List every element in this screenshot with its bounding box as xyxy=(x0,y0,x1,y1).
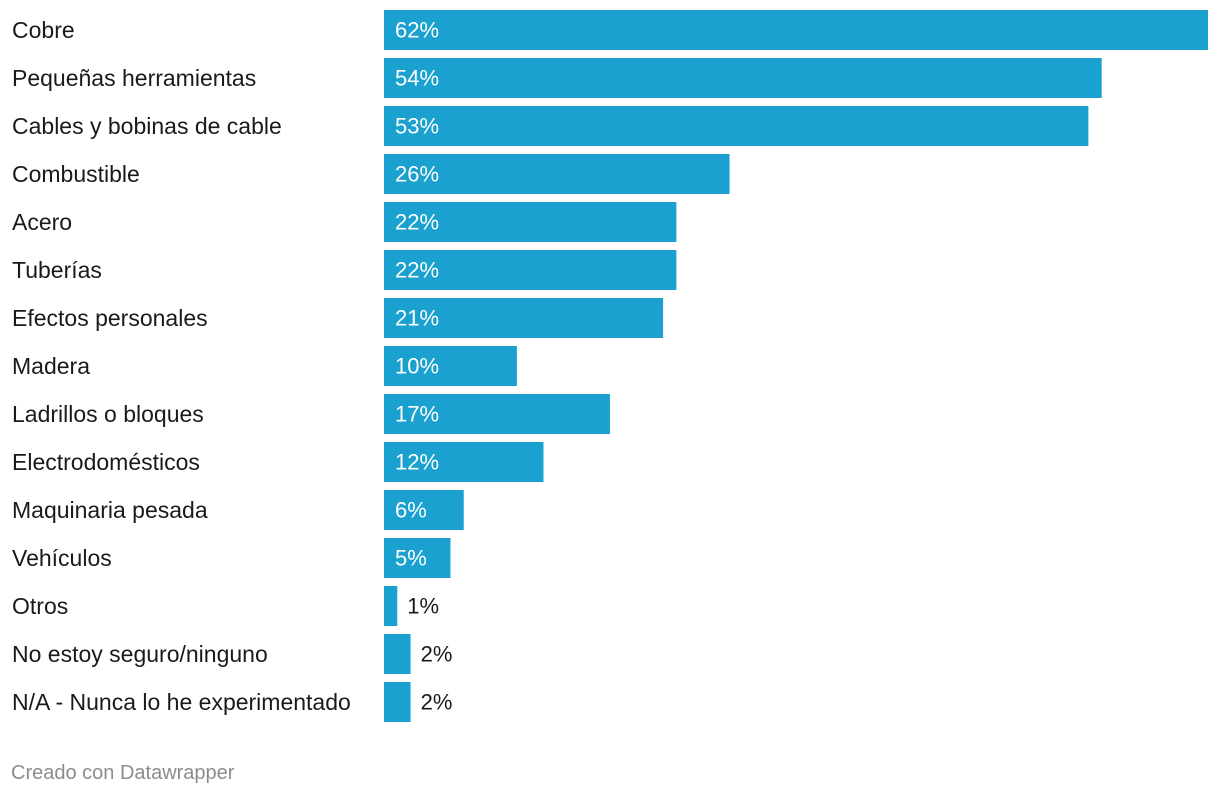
bar xyxy=(384,202,677,242)
bar xyxy=(384,394,610,434)
value-label: 6% xyxy=(395,498,427,523)
value-label: 53% xyxy=(395,114,439,139)
bar xyxy=(384,586,398,626)
category-label: Otros xyxy=(12,593,68,619)
bar xyxy=(384,442,544,482)
value-label: 5% xyxy=(395,546,427,571)
category-label: Combustible xyxy=(12,161,140,187)
category-label: Pequeñas herramientas xyxy=(12,65,256,91)
value-label: 10% xyxy=(395,354,439,379)
value-label: 21% xyxy=(395,306,439,331)
value-label: 2% xyxy=(421,690,453,715)
datawrapper-credit[interactable]: Creado con Datawrapper xyxy=(11,762,235,784)
bar xyxy=(384,10,1208,50)
category-label: N/A - Nunca lo he experimentado xyxy=(12,689,351,715)
category-label: Cables y bobinas de cable xyxy=(12,113,282,139)
category-label: Cobre xyxy=(12,17,75,43)
value-label: 22% xyxy=(395,210,439,235)
bar xyxy=(384,250,677,290)
bar xyxy=(384,346,517,386)
bar xyxy=(384,298,664,338)
category-label: Maquinaria pesada xyxy=(12,497,208,523)
value-label: 54% xyxy=(395,66,439,91)
value-label: 1% xyxy=(407,594,439,619)
category-label: Efectos personales xyxy=(12,305,208,331)
value-label: 17% xyxy=(395,402,439,427)
bar xyxy=(384,682,411,722)
bar xyxy=(384,634,411,674)
category-label: Tuberías xyxy=(12,257,102,283)
category-label: Madera xyxy=(12,353,90,379)
category-label: Vehículos xyxy=(12,545,112,571)
value-label: 12% xyxy=(395,450,439,475)
category-label: No estoy seguro/ninguno xyxy=(12,641,268,667)
bar xyxy=(384,58,1102,98)
bar-chart: Cobre 62% Pequeñas herramientas 54% Cables y… xyxy=(12,10,1208,722)
category-label: Electrodomésticos xyxy=(12,449,200,475)
bar xyxy=(384,490,464,530)
bar xyxy=(384,154,730,194)
bar xyxy=(384,106,1089,146)
bar xyxy=(384,538,451,578)
value-label: 62% xyxy=(395,18,439,43)
value-label: 26% xyxy=(395,162,439,187)
category-label: Acero xyxy=(12,209,72,235)
value-label: 22% xyxy=(395,258,439,283)
category-label: Ladrillos o bloques xyxy=(12,401,204,427)
value-label: 2% xyxy=(421,642,453,667)
